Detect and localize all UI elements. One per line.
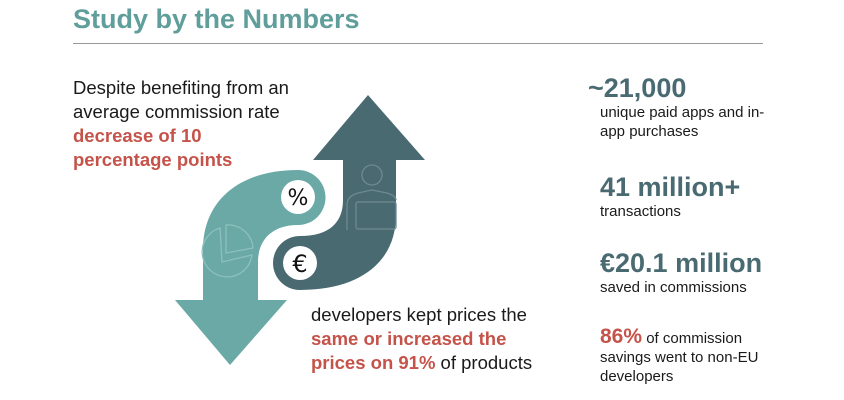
stat-value: 86% [600, 325, 643, 348]
commission-text: Despite benefiting from an average commi… [73, 76, 293, 172]
stat-apps: ~21,000 unique paid apps and in-app purc… [588, 73, 770, 141]
stat-label: of commission savings went to non-EU dev… [600, 330, 759, 385]
percent-icon: % [288, 186, 309, 211]
stat-savings: €20.1 million saved in commissions [600, 248, 762, 297]
euro-icon-bg [283, 246, 317, 280]
down-arrow [175, 170, 326, 365]
stat-value: 41 million+ [600, 172, 741, 202]
euro-icon: € [292, 250, 307, 278]
commission-highlight: decrease of 10 percentage points [73, 125, 233, 170]
stat-label: saved in commissions [600, 279, 747, 296]
commission-text-plain: Despite benefiting from an average commi… [73, 77, 289, 122]
up-arrow [273, 95, 425, 290]
stat-non-eu: 86% of commission savings went to non-EU… [600, 325, 780, 386]
stat-label: unique paid apps and in-app purchases [600, 104, 765, 140]
percent-icon-bg [281, 180, 315, 214]
person-laptop-icon [346, 164, 397, 230]
prices-highlight: same or increased the prices on 91% [311, 328, 507, 373]
prices-text: developers kept prices the same or incre… [311, 303, 536, 375]
prices-text-plain: developers kept prices the [311, 304, 527, 325]
stat-value: €20.1 million [600, 248, 763, 278]
stat-value: ~21,000 [588, 73, 687, 103]
prices-text-end: of products [435, 352, 533, 373]
stat-transactions: 41 million+ transactions [600, 172, 740, 221]
pie-chart-icon [201, 224, 254, 278]
divider [73, 43, 763, 44]
stat-label: transactions [600, 203, 681, 220]
page-title: Study by the Numbers [73, 4, 360, 34]
